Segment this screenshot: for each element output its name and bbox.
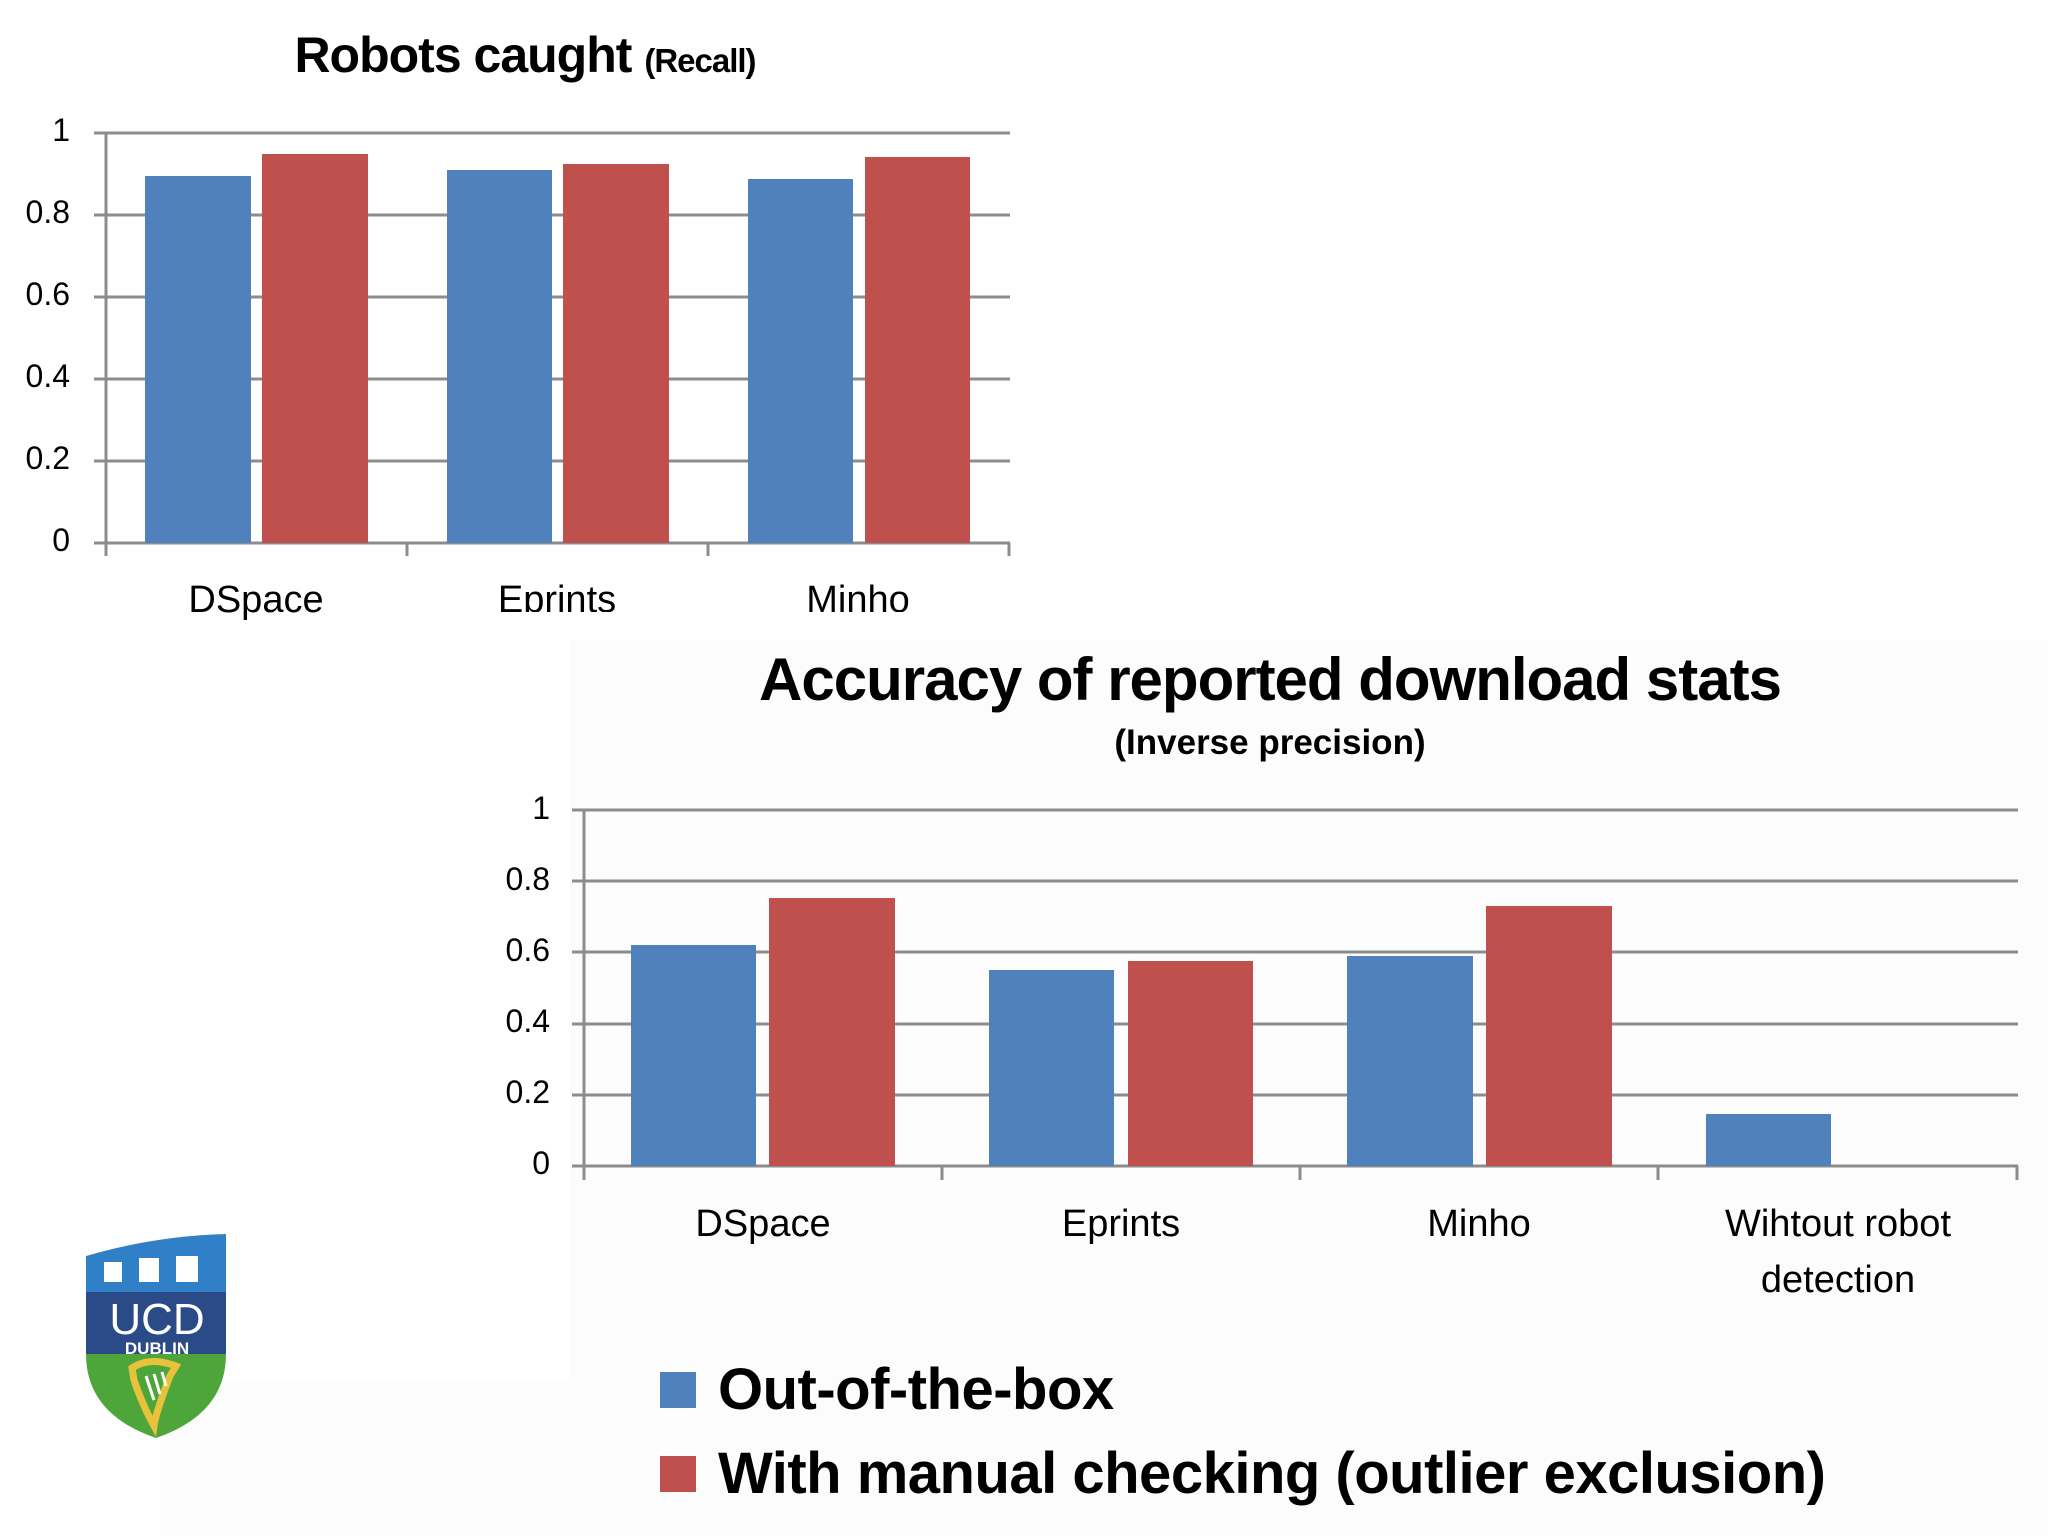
bar-dspace-out-of-box (631, 945, 756, 1166)
bar-minho-manual (865, 157, 970, 543)
chart2-ytick: 0.2 (505, 1074, 550, 1110)
chart1-ytick: 0.2 (25, 440, 70, 476)
chart1-ytick: 0.4 (25, 358, 70, 394)
harp-icon (128, 1358, 182, 1437)
chart1-series-out-of-box (145, 170, 853, 543)
chart1-xlabel: Minho (806, 579, 910, 612)
legend-item-manual: With manual checking (outlier exclusion) (660, 1440, 1826, 1507)
chart1-title-main: Robots caught (294, 27, 632, 83)
bar-dspace-manual (262, 154, 368, 543)
bar-minho-out-of-box (1347, 956, 1473, 1166)
chart2-subtitle: (Inverse precision) (1114, 723, 1426, 762)
legend-swatch-blue (660, 1371, 696, 1408)
logo-ucd-text: UCD (109, 1295, 204, 1344)
chart1-title-suffix: (Recall) (644, 42, 756, 79)
legend-item-out-of-box: Out-of-the-box (660, 1356, 1114, 1423)
chart2-ytick: 0.4 (505, 1003, 550, 1039)
chart2-xlabel: Eprints (1061, 1203, 1181, 1245)
chart1-xlabel: DSpace (188, 579, 324, 621)
chart2-ytick: 0.6 (505, 932, 550, 968)
chart2-series-manual (769, 898, 1612, 1166)
castle-icons (104, 1256, 198, 1282)
bar-eprints-manual (1128, 961, 1253, 1166)
chart2-ytick: 0 (532, 1145, 550, 1181)
chart1-ytick: 0.8 (25, 194, 70, 230)
logo-dublin-text: DUBLIN (125, 1339, 189, 1358)
chart2-xlabel-line1: Wihtout robot (1725, 1203, 1951, 1245)
bar-eprints-manual (563, 164, 669, 543)
chart1-ytick: 0.6 (25, 276, 70, 312)
legend-label: With manual checking (outlier exclusion) (718, 1441, 1826, 1506)
chart1-ytick: 1 (52, 112, 70, 148)
chart2-plot-area (572, 808, 2019, 1180)
bar-eprints-out-of-box (989, 970, 1114, 1166)
bar-eprints-out-of-box (447, 170, 552, 543)
chart2-series-out-of-box (631, 945, 1831, 1166)
bar-dspace-manual (769, 898, 895, 1166)
chart2-xlabel: Minho (1427, 1203, 1531, 1245)
chart2-ytick: 0.8 (505, 861, 550, 897)
ucd-logo: UCD DUBLIN (86, 1234, 226, 1438)
chart1-series-manual (262, 154, 970, 543)
chart2-title: Accuracy of reported download stats (759, 646, 1782, 713)
bar-minho-out-of-box (748, 179, 853, 543)
bar-without-detection-out-of-box (1706, 1114, 1831, 1166)
legend-swatch-red (660, 1455, 696, 1492)
chart2-xlabel-multiline: Wihtout robot detection (1638, 1196, 2038, 1308)
bar-dspace-out-of-box (145, 176, 251, 543)
chart1-title: Robots caught (Recall) (0, 26, 1050, 84)
chart2-xlabel-line2: detection (1760, 1259, 1916, 1301)
chart1-ytick: 0 (52, 522, 70, 558)
chart2-ytick: 1 (532, 790, 550, 826)
chart2-xlabel: DSpace (695, 1203, 831, 1245)
bar-minho-manual (1486, 906, 1612, 1166)
slide-background-region (160, 1380, 580, 1536)
chart1-plot-area (94, 131, 1011, 556)
chart1-xlabel: Eprints (497, 579, 617, 612)
legend-label: Out-of-the-box (718, 1357, 1114, 1422)
